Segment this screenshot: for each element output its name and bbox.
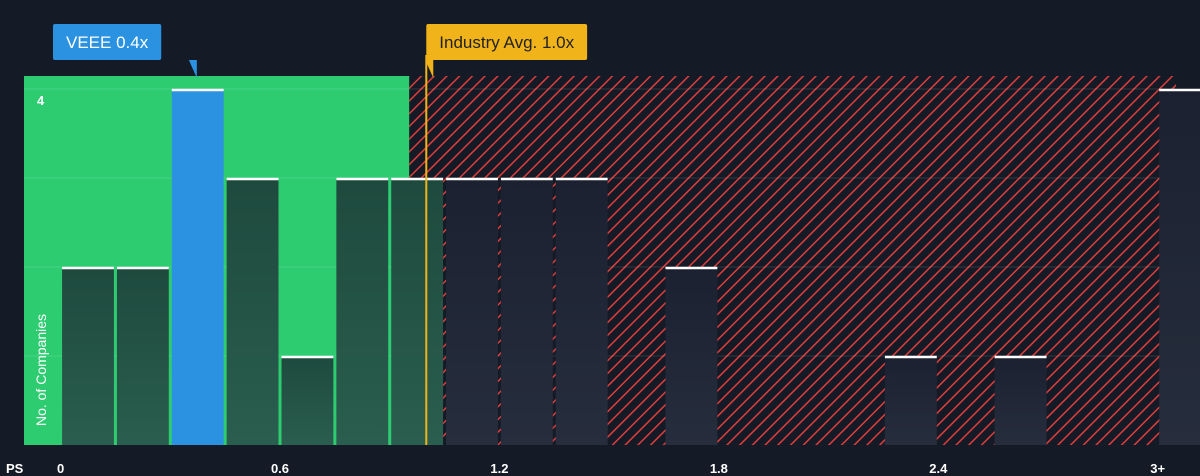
x-tick-label: 3+ xyxy=(1150,461,1165,476)
x-tick-label: 0.6 xyxy=(271,461,289,476)
histogram-bar xyxy=(226,178,279,445)
industry-callout-box xyxy=(426,24,588,60)
company-callout-box xyxy=(53,24,162,60)
x-tick-label: 0 xyxy=(57,461,64,476)
histogram-bar xyxy=(446,178,498,445)
x-tick-label: 2.4 xyxy=(929,461,948,476)
histogram-bar xyxy=(994,356,1047,445)
histogram-bar xyxy=(171,89,224,445)
histogram-bar xyxy=(116,267,169,445)
industry-callout-pointer xyxy=(425,60,434,78)
histogram-bar xyxy=(1159,89,1200,445)
histogram-bar xyxy=(884,356,937,445)
histogram-bar xyxy=(500,178,553,445)
y-axis-title: No. of Companies xyxy=(33,314,49,426)
y-tick-label: 4 xyxy=(37,93,45,108)
callouts: VEEE 0.4x Industry Avg. 1.0x xyxy=(53,24,588,78)
company-callout: VEEE 0.4x xyxy=(53,24,197,78)
histogram-bar xyxy=(665,267,718,445)
company-callout-pointer xyxy=(188,60,197,78)
x-axis-prefix: PS xyxy=(6,461,24,476)
company-callout-label: VEEE 0.4x xyxy=(66,33,149,52)
histogram-bar xyxy=(336,178,389,445)
histogram-bar xyxy=(555,178,608,445)
axes: No. of Companies PS 0 0.6 1.2 1.8 2.4 3+ 4 xyxy=(6,93,1166,476)
industry-callout: Industry Avg. 1.0x xyxy=(425,24,588,78)
histogram-bar xyxy=(281,356,334,445)
x-tick-label: 1.8 xyxy=(710,461,728,476)
histogram-bar xyxy=(391,178,444,445)
industry-callout-label: Industry Avg. 1.0x xyxy=(439,33,574,52)
histogram-bar xyxy=(62,267,114,445)
x-tick-label: 1.2 xyxy=(490,461,508,476)
histogram-bars xyxy=(62,88,1200,445)
